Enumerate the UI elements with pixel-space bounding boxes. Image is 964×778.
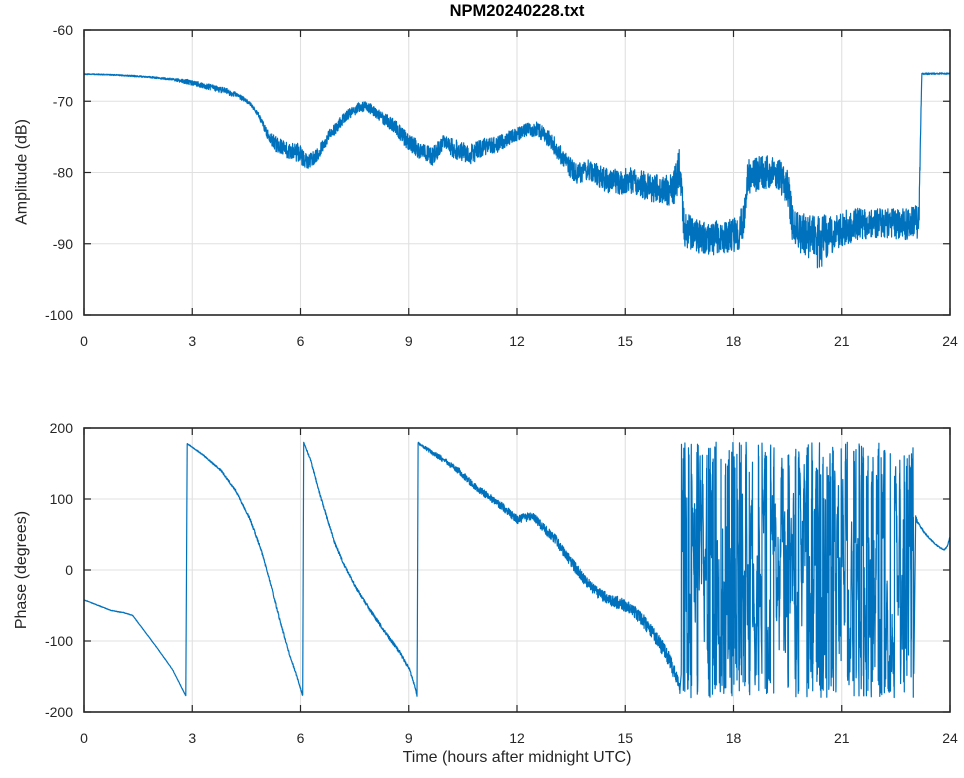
x-tick-label: 15 — [618, 730, 634, 746]
gridlines — [84, 428, 950, 712]
x-tick-label: 0 — [80, 333, 88, 349]
x-tick-label: 12 — [509, 333, 525, 349]
x-tick-label: 9 — [405, 333, 413, 349]
x-tick-label: 21 — [834, 730, 850, 746]
x-tick-label: 21 — [834, 333, 850, 349]
y-tick-label: -80 — [53, 165, 73, 181]
x-tick-label: 6 — [297, 730, 305, 746]
x-tick-label: 24 — [942, 333, 958, 349]
chart-title: NPM20240228.txt — [449, 2, 585, 20]
tick-labels: 0 3 6 9 12 15 18 21 24 -100 -90 -80 -70 -60 — [45, 22, 958, 349]
y-tick-label: -100 — [45, 633, 73, 649]
x-tick-label: 24 — [942, 730, 958, 746]
y-tick-label: -90 — [53, 236, 73, 252]
y-tick-label: 100 — [50, 491, 74, 507]
amplitude-axis-label: Amplitude (dB) — [13, 119, 31, 225]
x-tick-label: 18 — [726, 333, 742, 349]
tick-marks — [83, 427, 951, 713]
data-line-amplitude — [84, 72, 950, 269]
tick-labels: 0 3 6 9 12 15 18 21 24 -200 -100 0 100 200 — [45, 420, 958, 746]
x-tick-label: 15 — [618, 333, 634, 349]
y-tick-label: -70 — [53, 93, 73, 109]
y-tick-label: -60 — [53, 22, 73, 38]
y-tick-label: -100 — [45, 307, 73, 323]
y-tick-label: 200 — [50, 420, 74, 436]
phase-axis-label: Phase (degrees) — [13, 510, 30, 630]
tick-marks — [83, 29, 951, 316]
x-tick-label: 6 — [297, 333, 305, 349]
subplot-amplitude: 0 3 6 9 12 15 18 21 24 -100 -90 -80 -70 -60 — [45, 22, 958, 349]
x-tick-label: 18 — [726, 730, 742, 746]
time-axis-label: Time (hours after midnight UTC) — [402, 749, 632, 766]
y-tick-label: -200 — [45, 704, 73, 720]
gridlines — [84, 30, 950, 315]
subplot-phase: 0 3 6 9 12 15 18 21 24 -200 -100 0 100 200 — [45, 420, 958, 746]
y-tick-label: 0 — [65, 562, 73, 578]
data-line-phase — [84, 441, 950, 699]
x-tick-label: 9 — [405, 730, 413, 746]
x-tick-label: 3 — [188, 730, 196, 746]
x-tick-label: 0 — [80, 730, 88, 746]
x-tick-label: 12 — [509, 730, 525, 746]
x-tick-label: 3 — [188, 333, 196, 349]
